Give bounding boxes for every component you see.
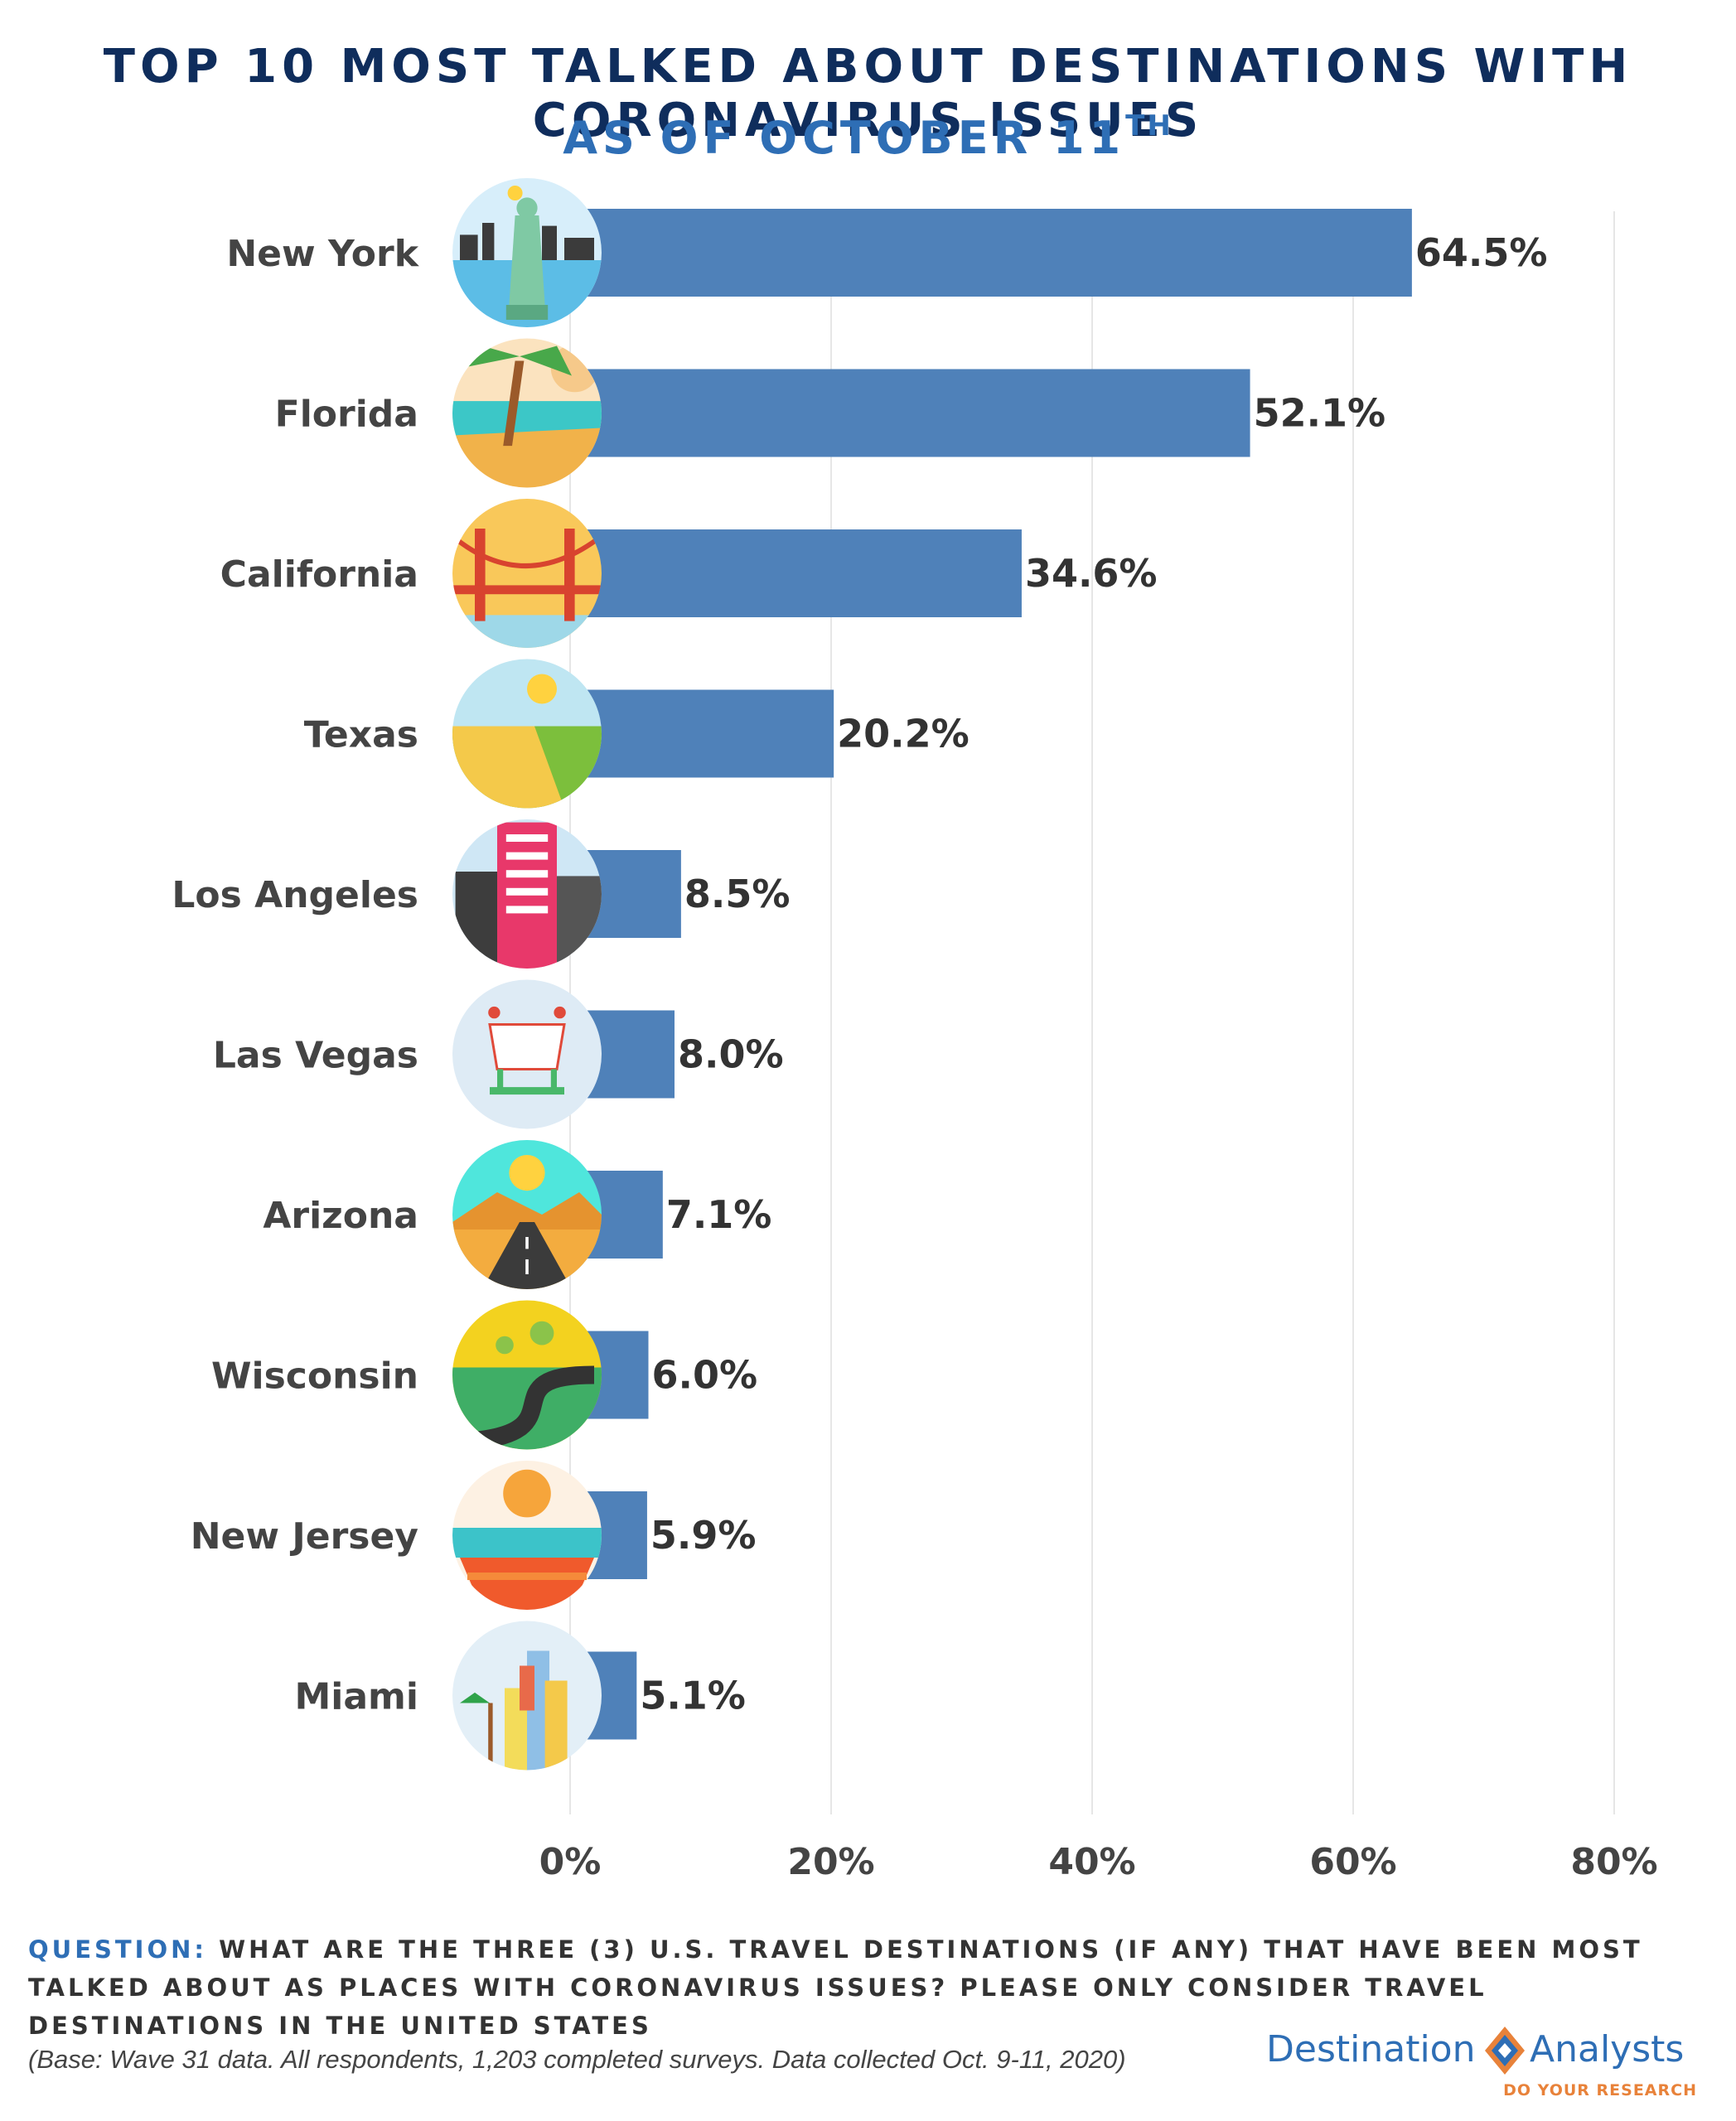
miami-skyline-icon <box>452 1621 602 1771</box>
base-note: (Base: Wave 31 data. All respondents, 1,… <box>28 2045 1126 2074</box>
destination-analysts-logo: Destination Analysts DO YOUR RESEARCH <box>1266 2022 1714 2113</box>
bar <box>570 209 1412 297</box>
statue-of-liberty-icon <box>452 178 602 327</box>
sunset-beach-icon <box>452 1461 602 1610</box>
winding-road-icon <box>452 1300 602 1450</box>
value-label: 20.2% <box>837 712 970 756</box>
category-label: Texas <box>304 714 418 756</box>
chart-subtitle: AS OF OCTOBER 11TH <box>0 109 1736 164</box>
diamond-logo-icon <box>1485 2027 1525 2075</box>
x-tick-label: 60% <box>1309 1841 1396 1883</box>
logo-text-destination: Destination <box>1266 2028 1476 2070</box>
value-label: 52.1% <box>1254 391 1386 436</box>
category-label: New York <box>226 233 419 275</box>
subtitle-superscript: TH <box>1125 109 1173 143</box>
value-label: 34.6% <box>1025 551 1158 596</box>
bar-chart: 0% 20% 40% 60% 80% New York 64.5% Florida 52.1% C… <box>172 178 1658 1883</box>
value-label: 5.1% <box>640 1674 746 1718</box>
x-tick-label: 80% <box>1570 1841 1657 1883</box>
value-label: 64.5% <box>1415 230 1548 275</box>
category-label: California <box>220 553 418 596</box>
logo-text-analysts: Analysts <box>1530 2028 1685 2070</box>
bar <box>570 369 1250 457</box>
vegas-sign-icon <box>452 979 602 1129</box>
value-label: 8.0% <box>678 1032 784 1077</box>
palm-beach-icon <box>452 338 602 488</box>
question-text: WHAT ARE THE THREE (3) U.S. TRAVEL DESTI… <box>28 1935 1643 2040</box>
value-label: 5.9% <box>650 1513 757 1558</box>
subtitle-text: AS OF OCTOBER 11 <box>563 112 1126 164</box>
chart-title: TOP 10 MOST TALKED ABOUT DESTINATIONS WI… <box>103 40 1633 147</box>
skyscraper-icon <box>452 819 602 969</box>
golden-gate-bridge-icon <box>452 499 602 648</box>
category-label: Arizona <box>263 1195 418 1237</box>
value-label: 8.5% <box>684 872 791 916</box>
category-label: Florida <box>275 394 418 436</box>
category-label: Los Angeles <box>172 874 418 916</box>
bar <box>570 529 1022 617</box>
x-tick-label: 0% <box>539 1841 602 1883</box>
category-label: Las Vegas <box>213 1035 418 1077</box>
question-label: QUESTION: <box>28 1935 207 1964</box>
bar <box>570 689 834 778</box>
value-label: 6.0% <box>652 1353 758 1398</box>
x-tick-label: 20% <box>787 1841 874 1883</box>
survey-question: QUESTION: WHAT ARE THE THREE (3) U.S. TR… <box>28 1930 1677 2045</box>
logo-tagline: DO YOUR RESEARCH <box>1503 2081 1697 2099</box>
fields-icon <box>452 659 602 809</box>
category-label: Miami <box>295 1676 419 1718</box>
x-tick-label: 40% <box>1048 1841 1135 1883</box>
value-label: 7.1% <box>666 1192 772 1237</box>
desert-road-icon <box>452 1140 602 1289</box>
category-label: New Jersey <box>191 1515 418 1558</box>
category-label: Wisconsin <box>211 1355 418 1398</box>
